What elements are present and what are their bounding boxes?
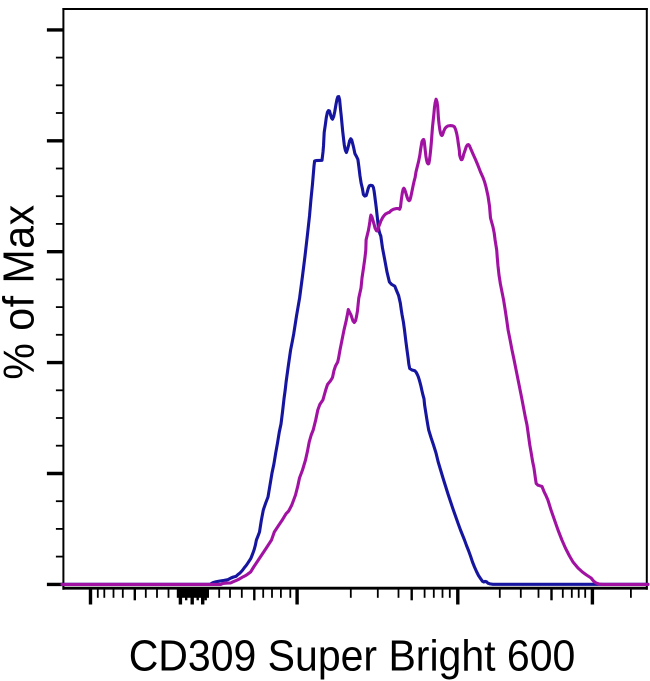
svg-text:% of Max: % of Max	[0, 204, 43, 379]
svg-text:CD309 Super Bright 600: CD309 Super Bright 600	[129, 631, 576, 680]
